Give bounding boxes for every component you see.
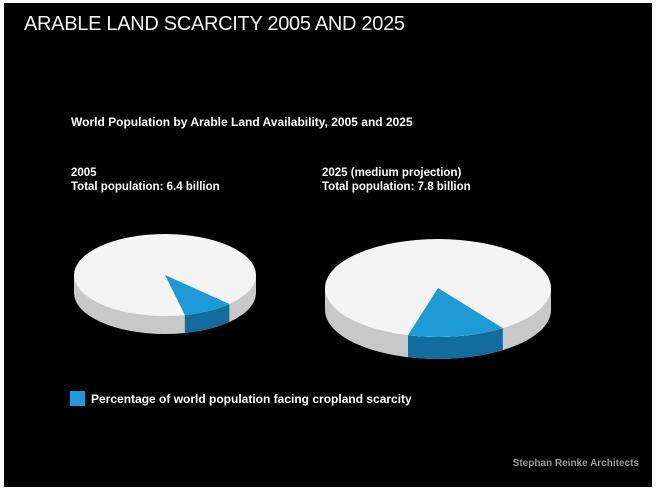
chart-2025-heading: 2025 (medium projection) Total populatio… (322, 166, 471, 194)
page-title: ARABLE LAND SCARCITY 2005 AND 2025 (24, 13, 405, 35)
legend: Percentage of world population facing cr… (70, 391, 412, 406)
pie-2005-slice (165, 275, 230, 316)
chart-2025-total: Total population: 7.8 billion (322, 181, 471, 193)
pie-2005-slice-side (184, 303, 230, 334)
chart-2005-heading: 2005 Total population: 6.4 billion (71, 166, 220, 194)
chart-2005-total: Total population: 6.4 billion (71, 181, 220, 193)
chart-2025-year: 2025 (medium projection) (322, 167, 462, 179)
chart-2005-year: 2005 (71, 167, 97, 179)
pie-2025-slice (407, 288, 503, 337)
chart-subtitle: World Population by Arable Land Availabi… (71, 115, 413, 129)
legend-swatch (70, 391, 85, 406)
slide: ARABLE LAND SCARCITY 2005 AND 2025 World… (4, 3, 652, 487)
credit: Stephan Reinke Architects (512, 458, 639, 469)
pie-charts (74, 234, 551, 359)
pie-2025-slice-side (407, 328, 503, 359)
legend-label: Percentage of world population facing cr… (91, 391, 412, 406)
